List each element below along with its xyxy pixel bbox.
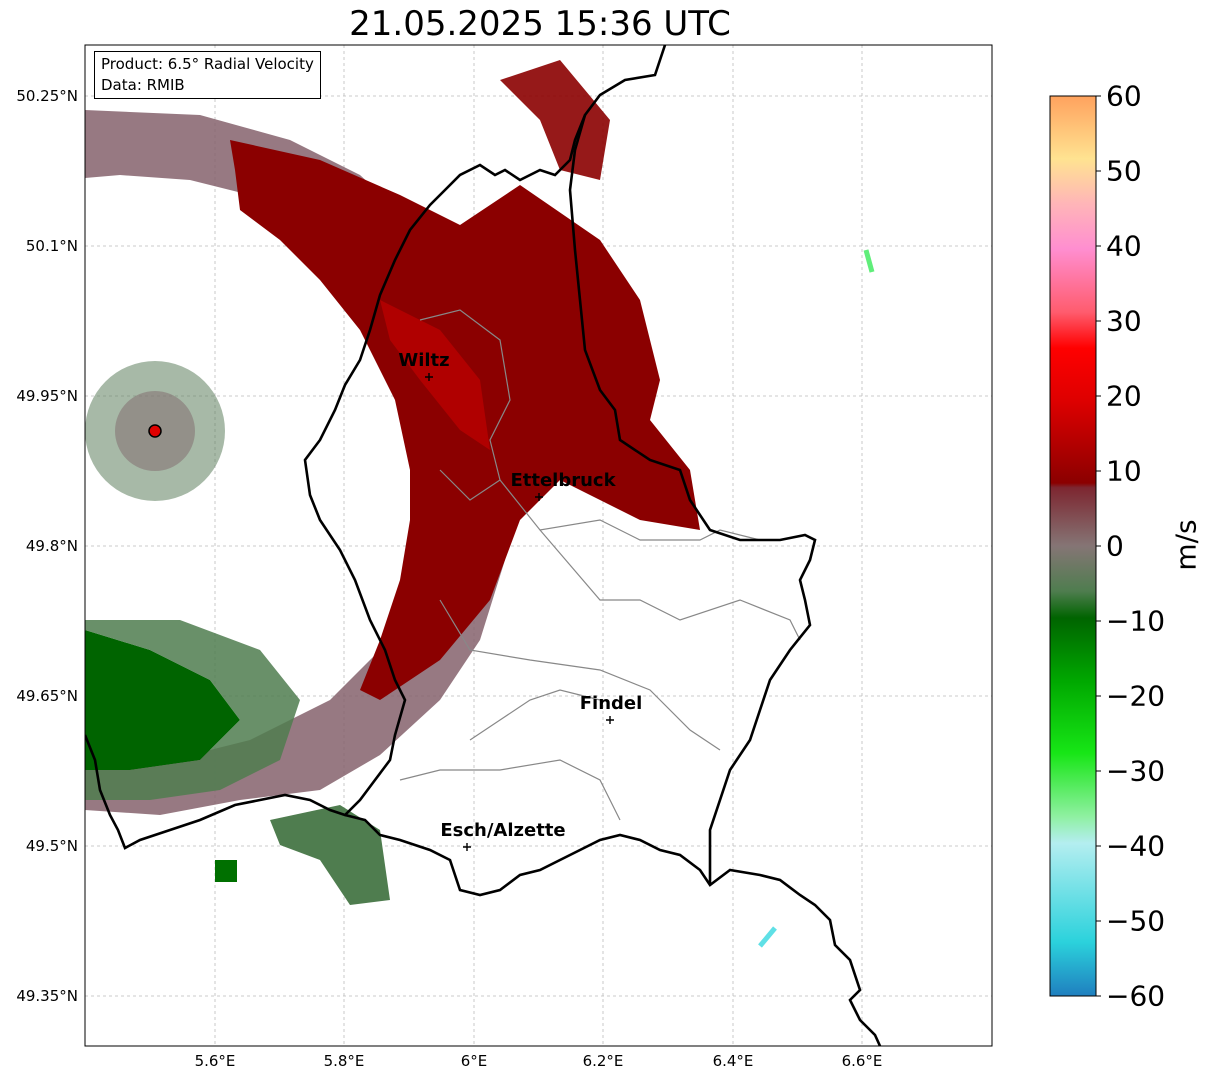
lat-tick-label: 49.65°N — [16, 687, 78, 705]
radar-site-marker — [148, 424, 162, 438]
country-borders — [85, 45, 882, 1046]
district-borders — [399, 309, 801, 821]
radar-echoes — [85, 60, 875, 948]
product-info-box: Product: 6.5° Radial Velocity Data: RMIB — [94, 51, 321, 99]
lat-tick-label: 49.8°N — [25, 537, 78, 555]
colorbar-tick-label: 60 — [1106, 79, 1142, 113]
lat-tick-label: 49.5°N — [25, 837, 78, 855]
lon-tick-label: 6.2°E — [582, 1052, 624, 1070]
colorbar-tick-label: 0 — [1106, 529, 1124, 563]
colorbar-tick-label: −50 — [1106, 904, 1166, 938]
lat-tick-label: 50.25°N — [16, 87, 78, 105]
colorbar-tick-label: −40 — [1106, 829, 1166, 863]
city-label-esch-alzette: Esch/Alzette — [440, 820, 566, 841]
city-label-wiltz: Wiltz — [398, 350, 450, 371]
colorbar-ticks — [1096, 95, 1101, 997]
colorbar-tick-label: −10 — [1106, 604, 1166, 638]
colorbar-tick-label: 20 — [1106, 379, 1142, 413]
colorbar-tick-label: 50 — [1106, 154, 1142, 188]
lon-tick-label: 6.4°E — [712, 1052, 754, 1070]
lon-tick-label: 6.6°E — [841, 1052, 883, 1070]
map-frame — [84, 44, 993, 1047]
lon-tick-label: 5.6°E — [194, 1052, 236, 1070]
lon-tick-label: 5.8°E — [323, 1052, 365, 1070]
colorbar-tick-label: 30 — [1106, 304, 1142, 338]
city-markers — [425, 373, 614, 851]
product-label: Product: 6.5° Radial Velocity — [101, 55, 314, 73]
colorbar-tick-label: −60 — [1106, 979, 1166, 1013]
lon-tick-label: 6°E — [460, 1052, 488, 1070]
city-label-ettelbruck: Ettelbruck — [510, 470, 616, 491]
map-title: 21.05.2025 15:36 UTC — [349, 4, 731, 44]
data-source-label: Data: RMIB — [101, 76, 185, 94]
colorbar-tick-label: −30 — [1106, 754, 1166, 788]
colorbar-tick-label: 10 — [1106, 454, 1142, 488]
city-label-findel: Findel — [579, 693, 643, 714]
colorbar — [1049, 95, 1097, 997]
lat-tick-label: 49.95°N — [16, 387, 78, 405]
colorbar-tick-label: −20 — [1106, 679, 1166, 713]
lat-tick-label: 49.35°N — [16, 987, 78, 1005]
colorbar-tick-label: 40 — [1106, 229, 1142, 263]
lat-tick-label: 50.1°N — [25, 237, 78, 255]
colorbar-unit-label: m/s — [1169, 519, 1203, 571]
